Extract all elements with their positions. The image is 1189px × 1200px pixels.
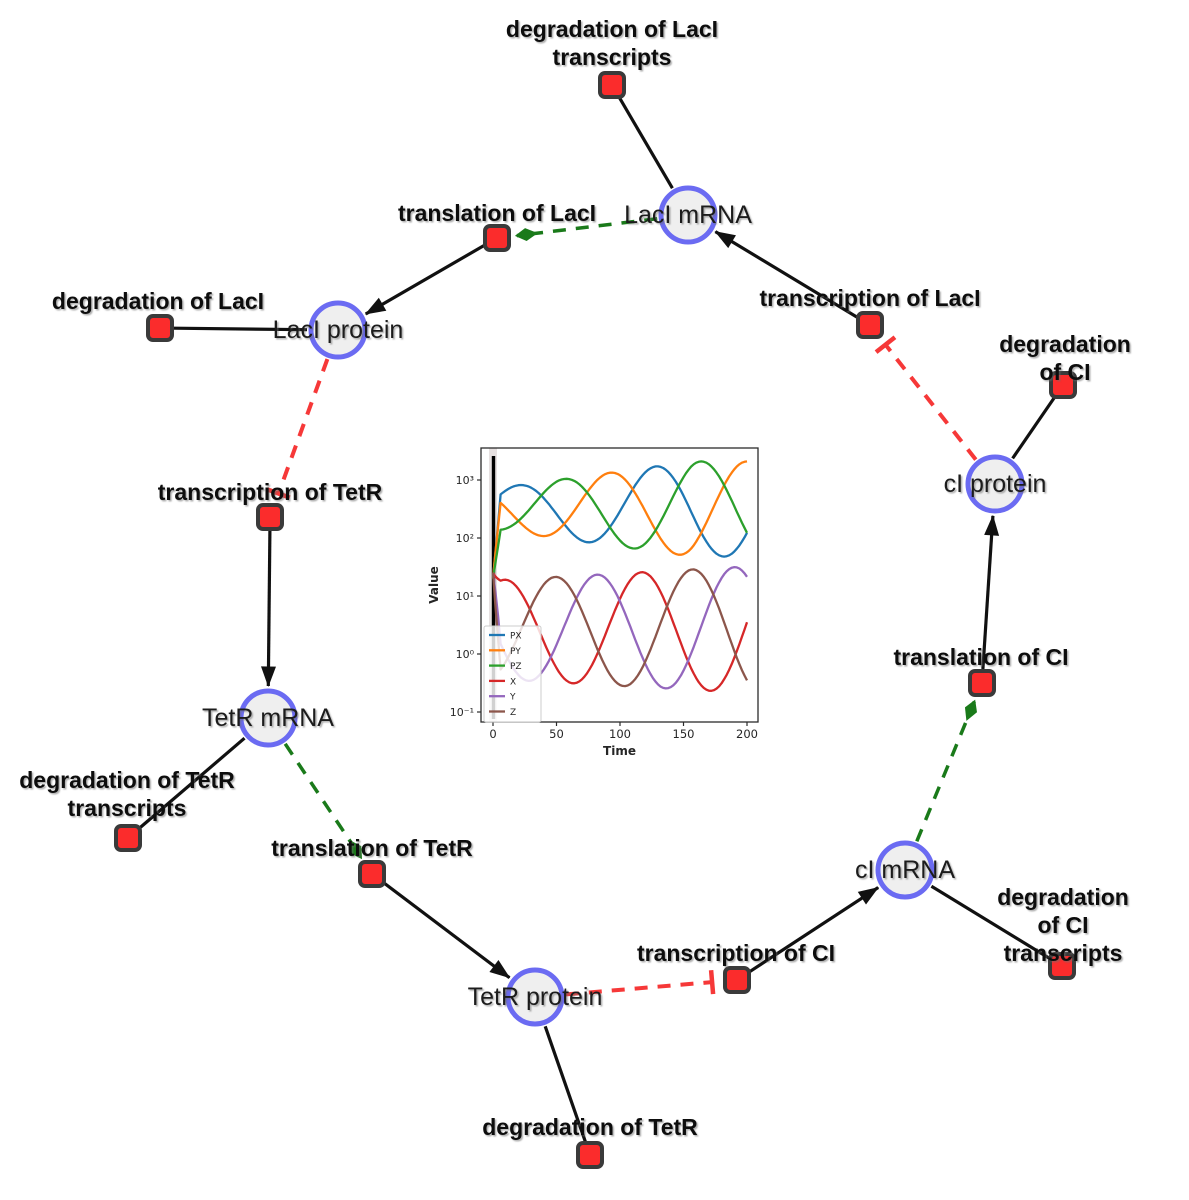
edge-reactant [930, 884, 1051, 961]
edge-product [382, 881, 511, 979]
edge-product [747, 886, 880, 974]
species-node-tetr_protein[interactable] [505, 967, 565, 1027]
reaction-node-deg_ci_tr[interactable] [1048, 952, 1076, 980]
timecourse-chart: 0 50 100 150 200 10⁻¹ 10⁰ 10¹ 10² 10³ Time Value PX P… [427, 447, 759, 758]
reaction-node-transcr_tetr[interactable] [256, 503, 284, 531]
series-line-PX [491, 465, 749, 579]
reaction-node-transcr_ci[interactable] [723, 966, 751, 994]
x-tick-label: 0 [489, 727, 496, 741]
edge-product [261, 530, 277, 687]
species-node-laci_protein[interactable] [308, 300, 368, 360]
reaction-node-transcr_laci[interactable] [856, 311, 884, 339]
edge-product [981, 514, 1000, 670]
reaction-node-deg_laci_tr[interactable] [598, 71, 626, 99]
edge-activation [514, 216, 658, 241]
reaction-node-transl_tetr[interactable] [358, 860, 386, 888]
species-node-ci_protein[interactable] [965, 454, 1025, 514]
reaction-node-deg_ci[interactable] [1049, 371, 1077, 399]
series-line-X [492, 571, 749, 692]
edge-reactant [173, 326, 308, 332]
series-line-PZ [491, 460, 749, 579]
y-tick-label: 10² [456, 532, 474, 545]
legend-label-PY: PY [510, 647, 521, 657]
reaction-node-transl_ci[interactable] [968, 669, 996, 697]
reaction-node-deg_tetr[interactable] [576, 1141, 604, 1169]
legend-label-PX: PX [510, 632, 522, 642]
y-tick-label: 10⁰ [456, 648, 475, 661]
species-node-tetr_mrna[interactable] [238, 688, 298, 748]
reaction-node-deg_laci[interactable] [146, 314, 174, 342]
x-tick-label: 100 [609, 727, 631, 741]
edge-inhibition [565, 969, 716, 997]
legend-label-Z: Z [510, 708, 516, 718]
edge-activation [915, 699, 977, 842]
edge-inhibition [266, 358, 330, 500]
species-node-laci_mrna[interactable] [658, 185, 718, 245]
inset-timecourse-plot: 0 50 100 150 200 10⁻¹ 10⁰ 10¹ 10² 10³ Time Value PX P… [425, 442, 770, 767]
species-node-ci_mrna[interactable] [875, 840, 935, 900]
reaction-node-deg_tetr_tr[interactable] [114, 824, 142, 852]
x-tick-label: 50 [549, 727, 564, 741]
x-tick-label: 200 [736, 727, 758, 741]
y-tick-label: 10³ [456, 474, 474, 487]
edge-reactant [1011, 395, 1057, 460]
edge-product [364, 243, 486, 316]
y-tick-label: 10¹ [456, 590, 474, 603]
edge-reactant [617, 96, 674, 190]
legend-label-Y: Y [509, 693, 516, 703]
edge-inhibition [874, 335, 978, 461]
series-line-Z [491, 568, 749, 688]
legend-label-PZ: PZ [510, 662, 522, 672]
y-axis-label: Value [427, 566, 441, 604]
y-tick-label: 10⁻¹ [450, 706, 474, 719]
reaction-node-transl_laci[interactable] [483, 224, 511, 252]
edge-activation [283, 742, 363, 860]
edge-reactant [543, 1025, 587, 1143]
edge-reactant [137, 736, 246, 831]
series-line-PY [491, 460, 748, 579]
x-axis-label: Time [603, 744, 636, 758]
x-tick-label: 150 [673, 727, 695, 741]
edge-product [714, 230, 859, 320]
legend-label-X: X [510, 677, 516, 687]
